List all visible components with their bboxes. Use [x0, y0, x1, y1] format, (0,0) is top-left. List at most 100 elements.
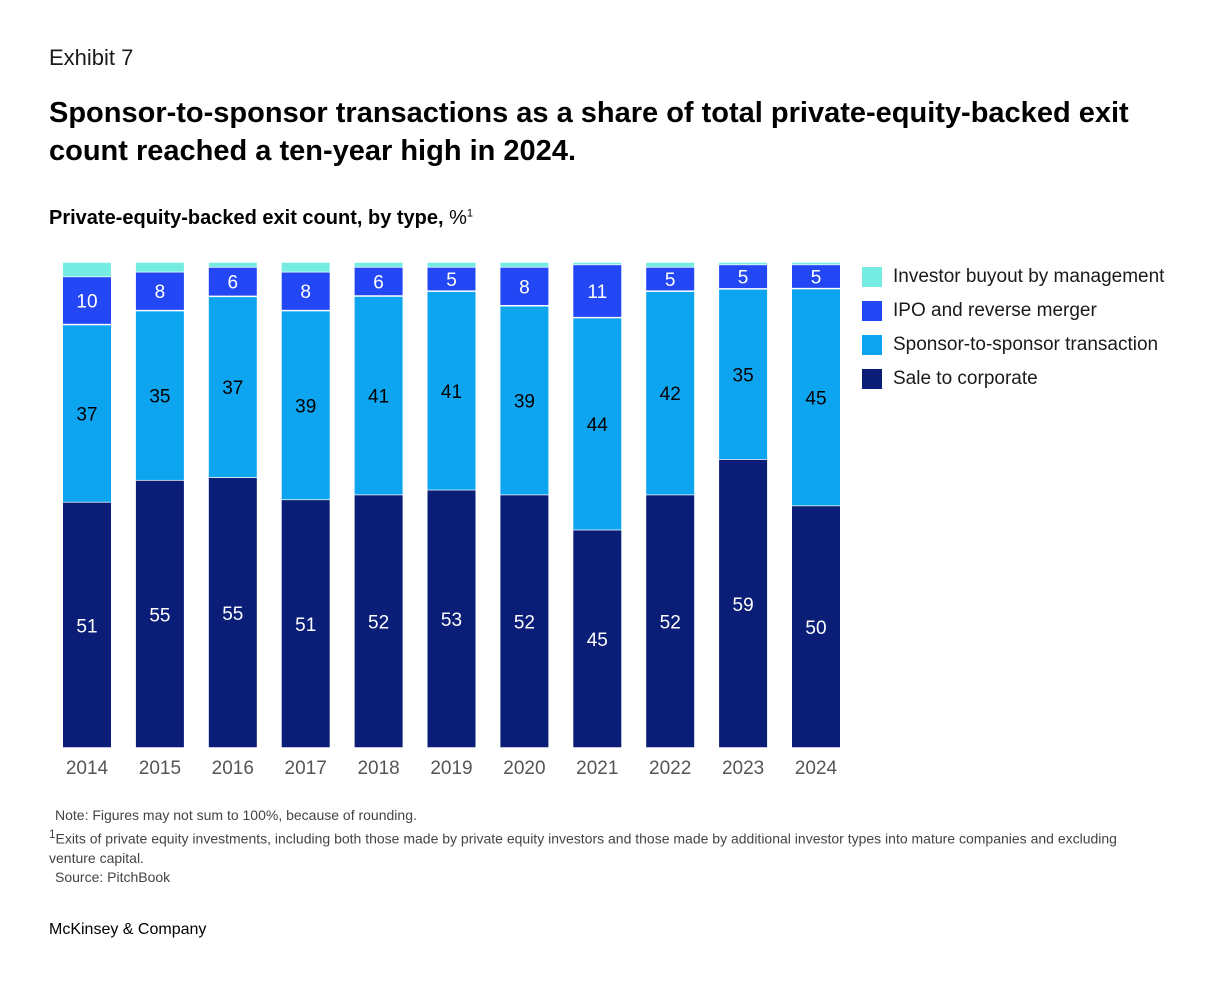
data-label-2020-2: 8	[519, 277, 530, 298]
bar-segment-2017-3	[281, 262, 330, 272]
data-label-2024-1: 45	[805, 388, 826, 409]
data-label-2015-1: 35	[149, 387, 170, 408]
legend-item: Sponsor-to-sponsor transaction	[862, 328, 1164, 362]
data-label-2020-0: 52	[514, 613, 535, 634]
note-footnote: 1Exits of private equity investments, in…	[49, 825, 1159, 868]
bar-segment-2021-3	[573, 262, 622, 265]
data-label-2022-1: 42	[660, 384, 681, 405]
data-label-2016-2: 6	[228, 273, 239, 294]
bar-segment-2020-2	[500, 267, 549, 305]
bar-segment-2021-2	[573, 265, 622, 317]
bar-segment-2020-3	[500, 262, 549, 267]
bar-segment-2015-1	[135, 311, 184, 480]
data-label-2017-2: 8	[300, 282, 311, 303]
legend-swatch	[862, 301, 882, 321]
note-footnote-mark: 1	[49, 828, 56, 841]
legend-label: Sponsor-to-sponsor transaction	[893, 334, 1159, 355]
legend-swatch	[862, 267, 882, 287]
data-label-2014-2: 10	[76, 292, 97, 313]
data-label-2019-0: 53	[441, 610, 462, 631]
data-label-2021-1: 44	[587, 415, 609, 436]
bar-segment-2018-2	[354, 267, 403, 296]
bar-segment-2014-3	[63, 262, 111, 277]
bar-segment-2017-0	[281, 500, 330, 748]
bar-segment-2016-3	[208, 262, 257, 267]
bar-segment-2024-3	[792, 262, 840, 265]
bar-segment-2022-1	[646, 291, 695, 495]
legend-item: IPO and reverse merger	[862, 294, 1164, 328]
data-label-2021-0: 45	[587, 630, 608, 651]
exhibit-label: Exhibit 7	[49, 45, 134, 70]
x-tick-label-2017: 2017	[285, 758, 327, 779]
x-tick-label-2023: 2023	[722, 758, 764, 779]
data-label-2017-1: 39	[295, 396, 316, 417]
x-tick-label-2021: 2021	[576, 758, 618, 779]
bar-segment-2016-0	[208, 478, 257, 748]
data-label-2015-0: 55	[149, 605, 170, 626]
data-label-2019-1: 41	[441, 382, 462, 403]
data-label-2019-2: 5	[446, 270, 457, 291]
bar-segment-2015-2	[135, 272, 184, 310]
bar-segment-2023-3	[719, 262, 768, 265]
bar-segment-2018-1	[354, 296, 403, 495]
legend-label: IPO and reverse merger	[893, 300, 1097, 321]
bar-segment-2023-2	[719, 265, 768, 289]
note-footnote-text: Exits of private equity investments, inc…	[49, 830, 1117, 866]
subtitle-text: Private-equity-backed exit count, by typ…	[49, 207, 444, 229]
data-label-2023-2: 5	[738, 268, 749, 289]
bar-segment-2014-0	[63, 502, 111, 748]
data-label-2017-0: 51	[295, 615, 316, 636]
data-label-2018-1: 41	[368, 387, 389, 408]
bar-segment-2022-2	[646, 267, 695, 291]
x-tick-label-2019: 2019	[430, 758, 472, 779]
data-label-2024-0: 50	[805, 618, 826, 639]
bar-segment-2015-0	[135, 480, 184, 748]
bar-segment-2024-2	[792, 265, 840, 288]
bars-group	[63, 262, 840, 748]
legend-label: Investor buyout by management	[893, 266, 1165, 287]
brand-logo-text: McKinsey & Company	[49, 921, 207, 938]
bar-segment-2017-2	[281, 272, 330, 310]
data-label-2016-1: 37	[222, 378, 243, 399]
bar-segment-2022-3	[646, 262, 695, 267]
x-axis-tick-labels: 2014 2015 2016 2017 2018 2019 2020 2021 2022 2023…	[66, 758, 838, 779]
data-label-2023-1: 35	[733, 365, 754, 386]
data-label-2020-1: 39	[514, 392, 535, 413]
note-source: Source: PitchBook	[55, 868, 171, 885]
bar-segment-2020-0	[500, 495, 549, 748]
bar-segment-2019-1	[427, 291, 476, 490]
data-label-2016-0: 55	[222, 604, 243, 625]
x-tick-label-2018: 2018	[357, 758, 399, 779]
data-label-2022-0: 52	[660, 613, 681, 634]
data-label-2015-2: 8	[155, 282, 166, 303]
bar-segment-2015-3	[135, 262, 184, 272]
chart-notes: Note: Figures may not sum to 100%, becau…	[49, 806, 1159, 887]
legend-swatch	[862, 335, 882, 355]
bar-segment-2020-1	[500, 306, 549, 495]
bar-segment-2014-2	[63, 277, 111, 324]
data-label-2024-2: 5	[811, 268, 822, 289]
x-tick-label-2020: 2020	[503, 758, 545, 779]
subtitle-footnote-mark: 1	[466, 207, 474, 220]
bar-segment-2022-0	[646, 495, 695, 748]
data-label-2018-0: 52	[368, 613, 389, 634]
bar-segment-2024-0	[792, 506, 840, 748]
x-tick-label-2016: 2016	[212, 758, 254, 779]
data-labels-group: 5137105535855376513985241653415523984544…	[76, 268, 826, 652]
bar-segment-2017-1	[281, 311, 330, 500]
bar-segment-2019-2	[427, 267, 476, 291]
data-label-2022-2: 5	[665, 270, 676, 291]
legend-item: Sale to corporate	[862, 362, 1164, 396]
legend-item: Investor buyout by management	[862, 260, 1164, 294]
data-label-2014-1: 37	[76, 405, 97, 426]
chart-title: Sponsor-to-sponsor transactions as a sha…	[49, 97, 1129, 167]
data-label-2021-2: 11	[587, 282, 607, 303]
data-label-2014-0: 51	[76, 616, 97, 637]
bar-segment-2023-1	[719, 289, 768, 460]
data-label-2018-2: 6	[373, 272, 384, 293]
bar-segment-2018-0	[354, 495, 403, 748]
legend-label: Sale to corporate	[893, 368, 1038, 389]
bar-segment-2016-1	[208, 297, 257, 478]
x-tick-label-2015: 2015	[139, 758, 181, 779]
